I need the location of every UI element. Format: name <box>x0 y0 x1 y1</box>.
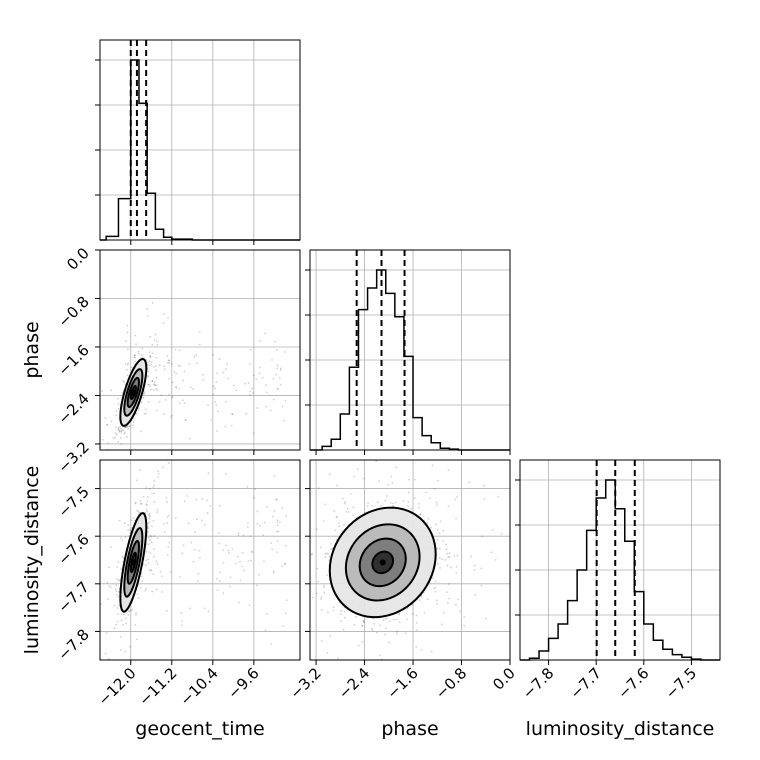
x-tick-label: −1.6 <box>383 664 421 702</box>
hist-panel-geocent_time <box>95 39 301 245</box>
panel-frame <box>99 39 301 241</box>
y-axis-label-phase: phase <box>21 321 43 378</box>
x-tick-label: −7.7 <box>567 664 605 702</box>
contour-1 <box>123 527 144 598</box>
y-tick-label: −7.8 <box>54 626 92 664</box>
scatter-panel-geocent_time-phase <box>95 249 301 455</box>
scatter-panel-geocent_time-luminosity_distance <box>95 459 301 665</box>
peak-marker <box>130 559 137 566</box>
x-axis-label-phase: phase <box>381 718 438 740</box>
panel-frame <box>99 249 301 451</box>
panel-frame <box>519 459 721 661</box>
contour-0 <box>119 357 148 427</box>
y-tick-label: −3.2 <box>54 438 92 476</box>
contour-1 <box>344 523 421 602</box>
y-tick-label: −0.8 <box>54 293 92 331</box>
x-tick-label: −10.4 <box>176 664 221 709</box>
contour-2 <box>126 539 140 585</box>
x-tick-label: −7.8 <box>519 664 557 702</box>
histogram-phase <box>310 269 510 451</box>
y-tick-label: −7.7 <box>54 578 92 616</box>
y-tick-label: −7.5 <box>54 483 92 521</box>
x-axis-label-geocent_time: geocent_time <box>135 718 264 740</box>
grid-lines <box>520 460 720 660</box>
y-tick-label: −2.4 <box>54 390 92 428</box>
contour-1 <box>123 368 144 417</box>
x-tick-label: −11.2 <box>135 664 180 709</box>
x-tick-label: −7.6 <box>614 664 652 702</box>
y-tick-label: 0.0 <box>63 244 93 274</box>
peak-marker <box>130 389 137 396</box>
y-tick-label: −1.6 <box>54 341 92 379</box>
x-tick-label: −3.2 <box>286 664 324 702</box>
scatter-panel-phase-luminosity_distance <box>305 459 511 665</box>
panel-frame <box>309 249 511 451</box>
grid-lines <box>100 40 300 240</box>
histogram-geocent_time <box>100 59 300 241</box>
y-tick-label: −7.6 <box>54 530 92 568</box>
peak-marker <box>379 559 386 566</box>
contour-0 <box>328 506 437 619</box>
x-tick-label: −2.4 <box>335 664 373 702</box>
panel-frame <box>99 459 301 661</box>
y-axis-label-luminosity_distance: luminosity_distance <box>21 466 43 655</box>
scatter-points <box>100 301 287 450</box>
contour-2 <box>126 376 140 408</box>
panel-frame <box>309 459 511 661</box>
x-tick-label: 0.0 <box>489 664 519 694</box>
x-tick-label: −7.5 <box>662 664 700 702</box>
hist-panel-phase <box>305 249 511 455</box>
contour-3 <box>371 550 395 575</box>
contour-0 <box>119 512 148 613</box>
x-tick-label: −0.8 <box>432 664 470 702</box>
x-axis-label-luminosity_distance: luminosity_distance <box>526 718 715 740</box>
contour-2 <box>358 537 407 588</box>
x-tick-label: −9.6 <box>224 664 262 702</box>
x-tick-label: −12.0 <box>94 664 139 709</box>
hist-panel-luminosity_distance <box>515 459 721 665</box>
